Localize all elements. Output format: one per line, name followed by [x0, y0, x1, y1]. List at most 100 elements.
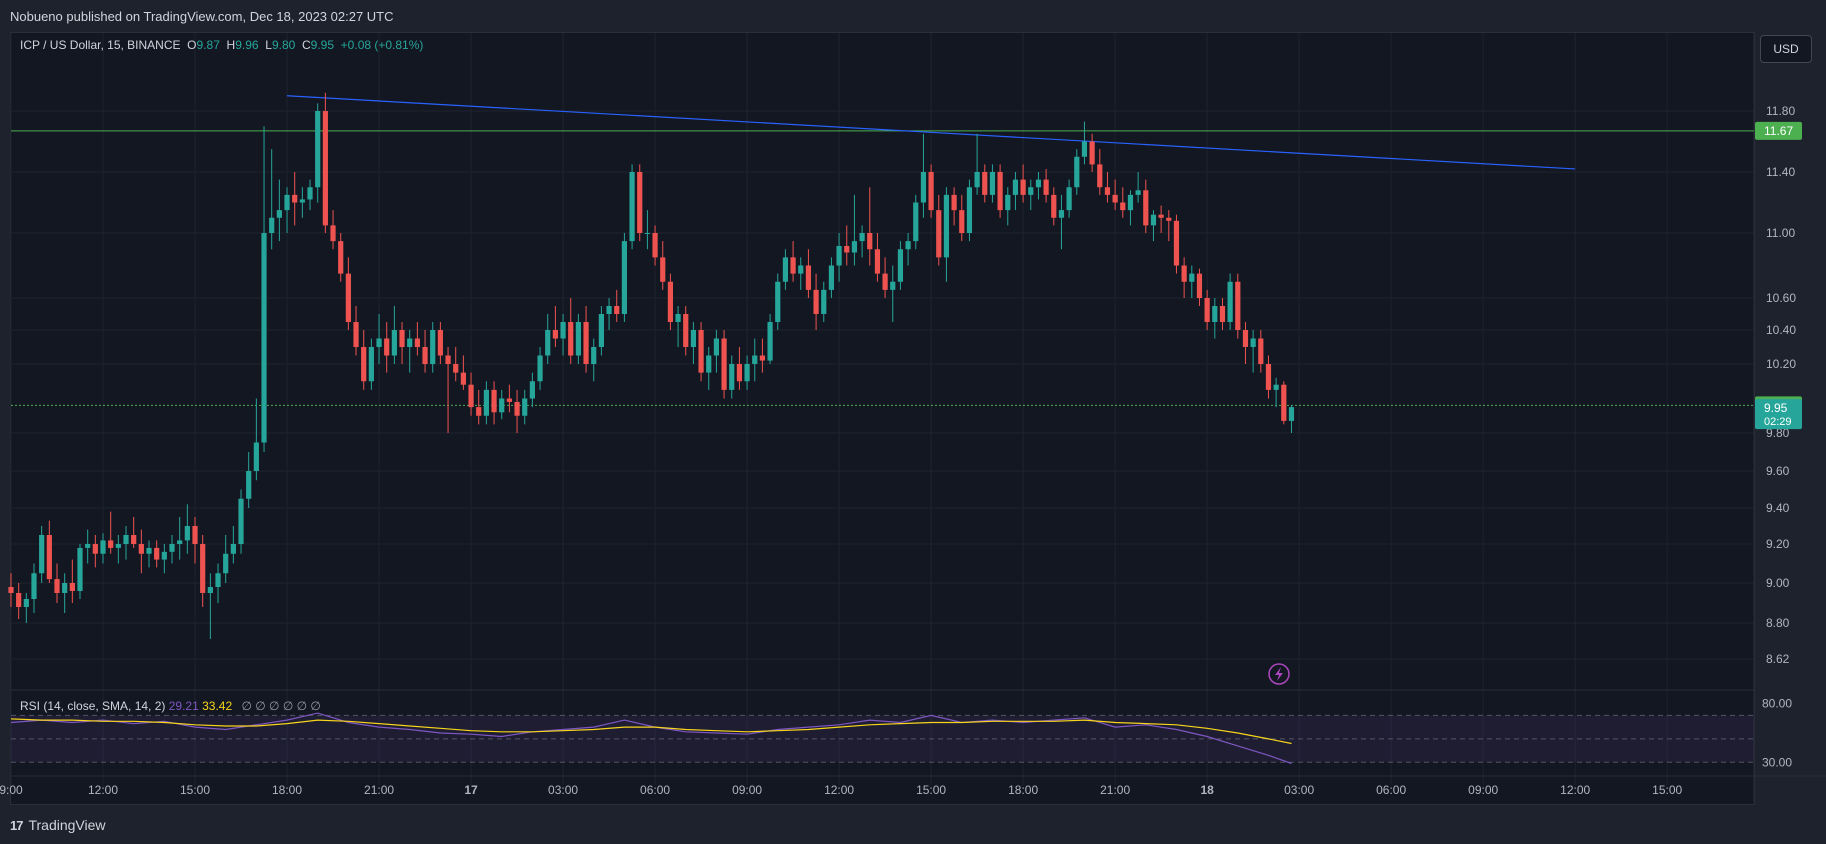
time-tick-label: 9:00 — [0, 783, 23, 797]
candle-body — [966, 187, 973, 233]
time-tick-label: 21:00 — [1100, 783, 1130, 797]
open-value: 9.87 — [196, 38, 220, 52]
candle-body — [299, 199, 305, 203]
candle-body — [1265, 364, 1272, 390]
candle — [46, 520, 52, 583]
candle — [644, 210, 651, 250]
close-value: 9.95 — [310, 38, 334, 52]
tv-logo-icon: 17 — [10, 817, 24, 833]
candle-body — [744, 364, 750, 382]
candle-body — [813, 289, 819, 314]
candle — [1265, 355, 1272, 399]
candle — [560, 314, 566, 356]
candle-body — [23, 599, 29, 607]
candle-body — [552, 330, 558, 339]
candle — [483, 381, 489, 425]
candle — [1028, 179, 1034, 211]
candle — [637, 164, 643, 242]
candle — [936, 194, 942, 266]
candle — [974, 133, 980, 195]
candle — [215, 563, 221, 603]
candle-body — [1104, 187, 1111, 195]
chart-area[interactable] — [10, 32, 1755, 805]
candle-body — [1043, 179, 1049, 195]
candle-body — [867, 233, 873, 250]
time-tick-label: 03:00 — [1284, 783, 1314, 797]
candle-body — [767, 322, 773, 361]
candle-body — [997, 172, 1003, 211]
candle — [905, 233, 911, 266]
candle — [223, 535, 229, 583]
candle-body — [690, 330, 697, 347]
price-tick-label: 8.80 — [1766, 616, 1790, 630]
candle-body — [736, 364, 743, 382]
candle — [330, 210, 336, 250]
candle-body — [491, 389, 497, 413]
candle-body — [598, 314, 604, 347]
candle-body — [54, 579, 60, 593]
time-tick-label: 03:00 — [548, 783, 578, 797]
candle-body — [1135, 190, 1141, 195]
candle — [361, 330, 367, 390]
rsi-legend: RSI (14, close, SMA, 14, 2) 29.21 33.42 … — [20, 699, 321, 713]
candle — [368, 338, 374, 390]
candle — [752, 338, 758, 382]
candle-body — [345, 273, 351, 322]
candle — [882, 257, 888, 298]
candle-body — [307, 187, 313, 200]
candle-body — [874, 249, 881, 274]
candle-body — [1281, 384, 1287, 421]
grid — [10, 33, 1826, 805]
brand-name: TradingView — [28, 817, 106, 833]
candle — [430, 322, 436, 373]
candle — [721, 330, 727, 399]
candle — [276, 179, 282, 242]
candle — [345, 257, 351, 330]
candle — [790, 241, 796, 282]
candle — [414, 322, 420, 356]
candle-body — [959, 210, 965, 233]
candle-body — [253, 442, 259, 471]
low-label: L — [265, 38, 272, 52]
candle — [69, 559, 75, 603]
high-label: H — [226, 38, 236, 52]
candle — [1288, 405, 1295, 433]
open-label: O — [187, 38, 197, 52]
candle-body — [828, 265, 835, 290]
bolt-icon[interactable] — [1268, 663, 1290, 685]
rsi-sma-line — [10, 718, 1292, 745]
candle — [798, 257, 804, 290]
candle-body — [1051, 194, 1057, 218]
candle-body — [982, 172, 988, 195]
candle-body — [798, 265, 804, 274]
candle — [1143, 179, 1149, 233]
time-tick-label: 09:00 — [732, 783, 762, 797]
candle — [775, 273, 781, 330]
candles — [8, 92, 1295, 639]
symbol-legend: ICP / US Dollar, 15, BINANCE O9.87 H9.96… — [20, 38, 423, 52]
candle-body — [936, 210, 942, 258]
candle-body — [430, 330, 436, 364]
candle-body — [1020, 179, 1026, 195]
candle-body — [1158, 214, 1164, 218]
candle-body — [376, 338, 382, 347]
candle-body — [514, 401, 520, 416]
candle-body — [805, 265, 812, 290]
candle — [384, 322, 390, 373]
candle — [598, 306, 604, 356]
candle — [890, 265, 896, 322]
candle — [583, 306, 589, 373]
tradingview-logo[interactable]: 17 TradingView — [10, 817, 106, 833]
candle — [437, 322, 443, 364]
price-badge: 11.67 — [1755, 121, 1802, 140]
candle — [1112, 179, 1118, 211]
candle-body — [537, 355, 543, 382]
candle — [445, 347, 451, 433]
candle-body — [261, 233, 267, 443]
currency-button[interactable]: USD — [1760, 35, 1812, 63]
candle — [200, 535, 206, 607]
candle — [1281, 381, 1287, 425]
candle-body — [928, 172, 934, 211]
